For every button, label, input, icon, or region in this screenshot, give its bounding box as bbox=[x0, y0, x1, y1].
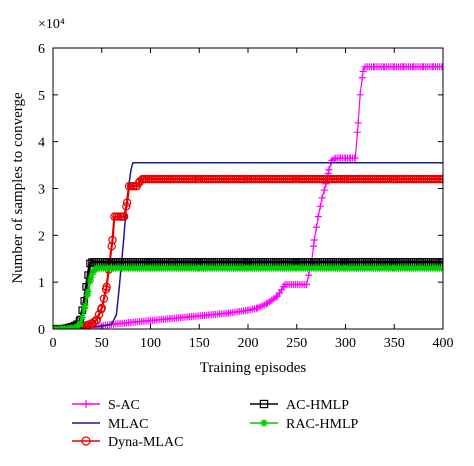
data-point-s-ac bbox=[310, 242, 318, 250]
data-point-s-ac bbox=[439, 63, 443, 71]
data-point-rac-hmlp bbox=[84, 288, 92, 296]
data-point-s-ac bbox=[356, 91, 364, 99]
y-axis-label: Number of samples to converge bbox=[10, 92, 26, 284]
data-point-s-ac bbox=[353, 128, 361, 136]
data-point-dyna-mlac bbox=[102, 282, 111, 292]
y-tick-label: 4 bbox=[38, 136, 45, 151]
y-tick-label: 6 bbox=[38, 42, 45, 57]
x-tick-label: 300 bbox=[335, 336, 356, 351]
data-point-rac-hmlp bbox=[78, 313, 86, 321]
series-line-dyna-mlac bbox=[53, 178, 443, 329]
legend-item-dyna-mlac: Dyna-MLAC bbox=[72, 435, 183, 450]
legend-item-rac-hmlp: RAC-HMLP bbox=[250, 417, 359, 432]
data-point-s-ac bbox=[325, 166, 333, 174]
data-point-s-ac bbox=[318, 194, 326, 202]
data-point-rac-hmlp bbox=[86, 277, 94, 285]
data-point-s-ac bbox=[354, 119, 362, 127]
legend-item-s-ac: S-AC bbox=[72, 398, 140, 413]
legend-label: S-AC bbox=[108, 398, 140, 413]
axes-frame bbox=[52, 47, 444, 330]
x-tick-label: 350 bbox=[384, 336, 405, 351]
y-tick-label: 0 bbox=[38, 323, 45, 338]
data-point-rac-hmlp bbox=[81, 302, 89, 310]
plot-area bbox=[53, 63, 443, 329]
legend-label: Dyna-MLAC bbox=[108, 435, 183, 450]
data-point-s-ac bbox=[358, 74, 366, 82]
series-dyna-mlac bbox=[53, 174, 443, 329]
x-tick-label: 50 bbox=[95, 336, 109, 351]
data-point-s-ac bbox=[305, 271, 313, 279]
data-point-s-ac bbox=[359, 67, 367, 75]
axes: 0 50 100 150 200 250 300 350 400 0 1 2 3 4 5 6 bbox=[38, 42, 454, 351]
x-tick-label: 400 bbox=[433, 336, 454, 351]
legend: S-AC MLAC Dyna-MLAC AC-HMLP RAC-HMLP bbox=[72, 398, 359, 450]
series-line-mlac bbox=[53, 161, 443, 329]
data-point-dyna-mlac bbox=[122, 198, 132, 207]
data-point-s-ac bbox=[272, 293, 280, 301]
series-rac-hmlp bbox=[53, 264, 443, 329]
data-point-dyna-mlac bbox=[99, 294, 109, 303]
y-axis-multiplier: ×10⁴ bbox=[38, 17, 65, 32]
data-point-s-ac bbox=[351, 154, 359, 162]
legend-marker bbox=[259, 399, 269, 409]
legend-label: MLAC bbox=[108, 417, 148, 432]
series-mlac bbox=[53, 161, 443, 329]
data-point-rac-hmlp bbox=[83, 291, 91, 299]
x-tick-label: 150 bbox=[189, 336, 210, 351]
series-line-rac-hmlp bbox=[53, 267, 443, 329]
data-point-dyna-mlac bbox=[108, 235, 117, 245]
data-point-dyna-mlac bbox=[97, 303, 106, 313]
data-point-rac-hmlp bbox=[76, 319, 84, 327]
data-point-rac-hmlp bbox=[87, 273, 95, 281]
legend-label: RAC-HMLP bbox=[286, 417, 359, 432]
legend-marker bbox=[82, 400, 90, 408]
x-tick-label: 200 bbox=[238, 336, 259, 351]
data-point-s-ac bbox=[310, 236, 318, 244]
data-point-s-ac bbox=[314, 213, 322, 221]
data-point-s-ac bbox=[312, 223, 320, 231]
y-tick-label: 1 bbox=[38, 276, 45, 291]
legend-item-mlac: MLAC bbox=[72, 417, 148, 432]
data-point-dyna-mlac bbox=[122, 202, 131, 211]
data-point-dyna-mlac bbox=[107, 242, 116, 251]
data-point-dyna-mlac bbox=[119, 212, 129, 221]
legend-marker bbox=[81, 436, 91, 446]
data-point-dyna-mlac bbox=[92, 315, 102, 324]
data-point-s-ac bbox=[320, 186, 328, 194]
data-point-rac-hmlp bbox=[89, 268, 97, 276]
x-tick-label: 250 bbox=[286, 336, 307, 351]
data-point-s-ac bbox=[303, 281, 310, 289]
data-point-dyna-mlac bbox=[89, 317, 99, 326]
legend-label: AC-HMLP bbox=[286, 398, 349, 413]
data-point-rac-hmlp bbox=[80, 305, 88, 313]
legend-marker bbox=[260, 419, 268, 427]
data-point-s-ac bbox=[316, 202, 324, 210]
x-tick-label: 0 bbox=[50, 336, 57, 351]
legend-item-ac-hmlp: AC-HMLP bbox=[250, 398, 349, 413]
y-tick-label: 3 bbox=[38, 183, 45, 198]
series-line-s-ac bbox=[53, 66, 443, 329]
x-axis-label: Training episodes bbox=[200, 360, 307, 376]
y-tick-label: 5 bbox=[38, 89, 45, 104]
y-tick-label: 2 bbox=[38, 229, 45, 244]
x-tick-label: 100 bbox=[140, 336, 161, 351]
